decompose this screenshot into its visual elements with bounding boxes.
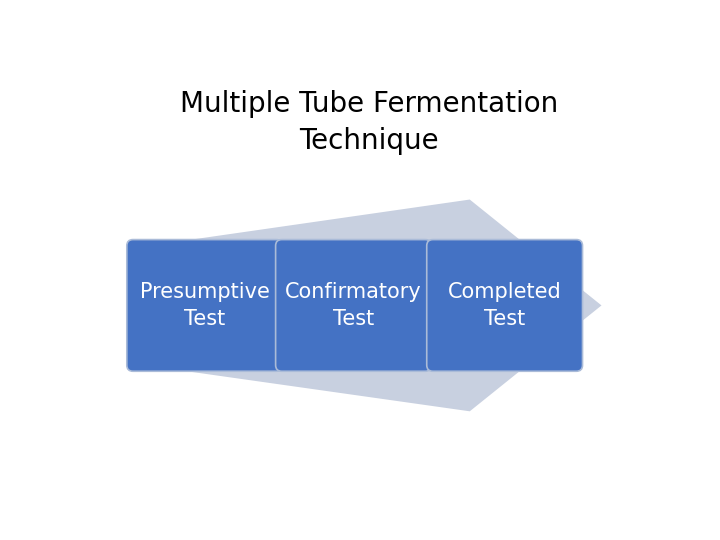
FancyBboxPatch shape (276, 240, 431, 372)
Text: Confirmatory
Test: Confirmatory Test (285, 282, 422, 329)
FancyBboxPatch shape (127, 240, 282, 372)
Polygon shape (132, 200, 601, 411)
Text: Multiple Tube Fermentation
Technique: Multiple Tube Fermentation Technique (180, 90, 558, 155)
Text: Presumptive
Test: Presumptive Test (140, 282, 269, 329)
FancyBboxPatch shape (427, 240, 582, 372)
Text: Completed
Test: Completed Test (448, 282, 562, 329)
